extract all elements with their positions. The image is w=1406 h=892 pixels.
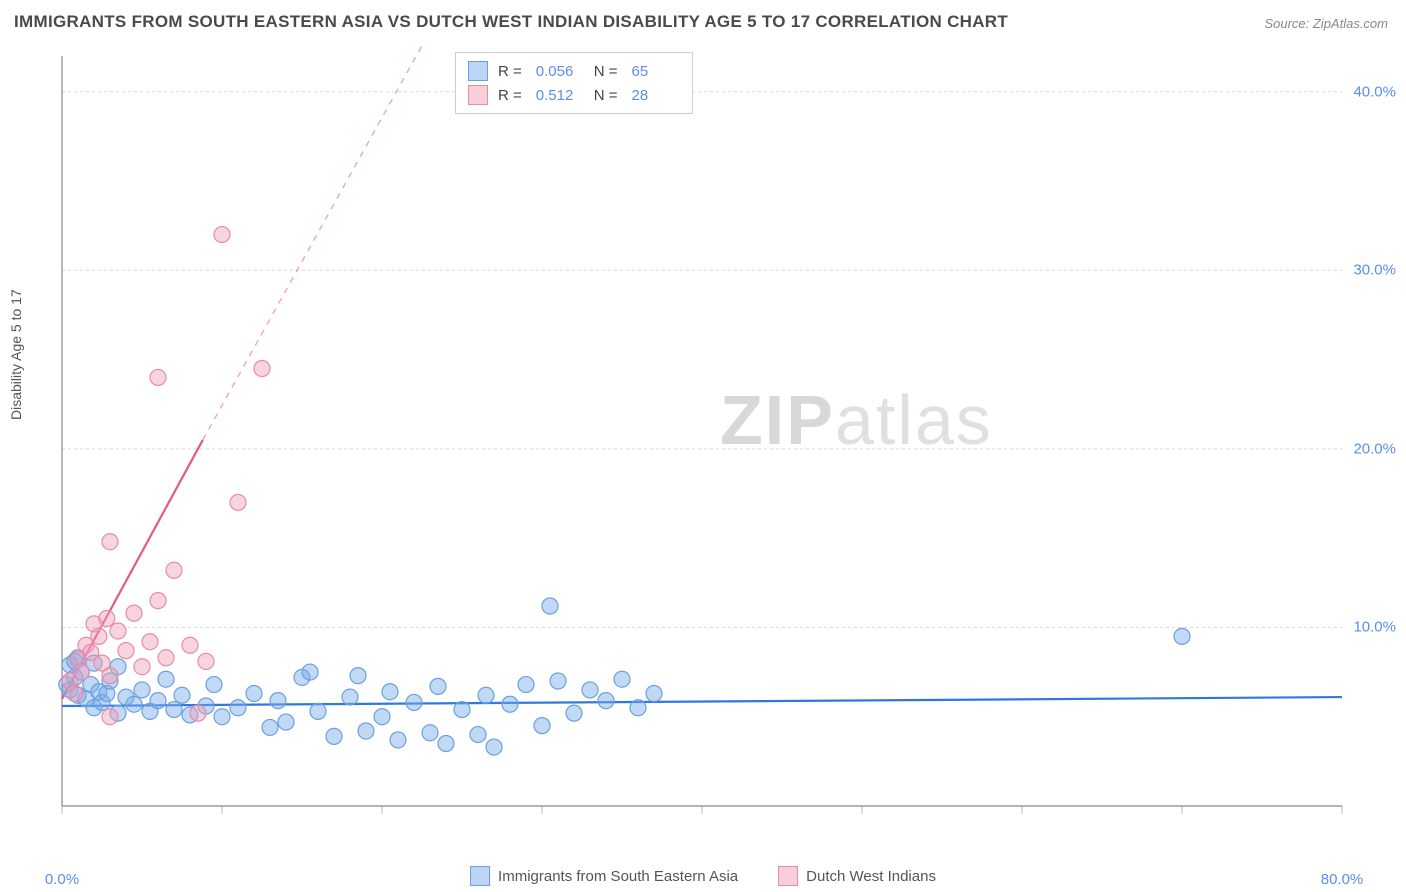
source-attribution: Source: ZipAtlas.com <box>1264 16 1388 31</box>
r-value: 0.512 <box>536 87 584 104</box>
plot-area <box>52 46 1372 836</box>
legend-label: Immigrants from South Eastern Asia <box>498 868 738 885</box>
legend-label: Dutch West Indians <box>806 868 936 885</box>
source-name: ZipAtlas.com <box>1313 16 1388 31</box>
r-value: 0.056 <box>536 63 584 80</box>
legend-swatch <box>778 866 798 886</box>
y-tick-label: 10.0% <box>1353 619 1396 636</box>
legend-swatch <box>470 866 490 886</box>
y-tick-label: 40.0% <box>1353 83 1396 100</box>
chart-container: IMMIGRANTS FROM SOUTH EASTERN ASIA VS DU… <box>0 0 1406 892</box>
legend-stats-row: R = 0.056 N = 65 <box>468 59 680 83</box>
y-tick-label: 30.0% <box>1353 262 1396 279</box>
source-prefix: Source: <box>1264 16 1312 31</box>
legend-stats-row: R = 0.512 N = 28 <box>468 83 680 107</box>
n-value: 65 <box>632 63 680 80</box>
chart-svg <box>52 46 1372 836</box>
y-tick-label: 20.0% <box>1353 440 1396 457</box>
x-tick-label: 80.0% <box>1321 871 1364 888</box>
bottom-legend: Immigrants from South Eastern Asia Dutch … <box>470 866 936 886</box>
n-label: N = <box>594 87 618 104</box>
x-tick-label: 0.0% <box>45 871 79 888</box>
y-axis-label: Disability Age 5 to 17 <box>8 289 24 420</box>
n-label: N = <box>594 63 618 80</box>
legend-swatch <box>468 85 488 105</box>
legend-swatch <box>468 61 488 81</box>
legend-stats-box: R = 0.056 N = 65 R = 0.512 N = 28 <box>455 52 693 114</box>
r-label: R = <box>498 63 522 80</box>
chart-title: IMMIGRANTS FROM SOUTH EASTERN ASIA VS DU… <box>14 12 1008 32</box>
bottom-legend-item: Dutch West Indians <box>778 866 936 886</box>
bottom-legend-item: Immigrants from South Eastern Asia <box>470 866 738 886</box>
r-label: R = <box>498 87 522 104</box>
n-value: 28 <box>632 87 680 104</box>
